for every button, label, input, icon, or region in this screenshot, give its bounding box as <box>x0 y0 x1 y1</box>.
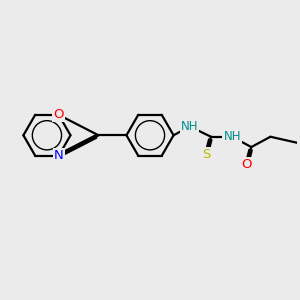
Text: NH: NH <box>224 130 241 143</box>
Text: O: O <box>242 158 252 171</box>
Text: N: N <box>54 149 64 162</box>
Text: S: S <box>202 148 211 161</box>
Text: O: O <box>53 108 64 122</box>
Text: NH: NH <box>181 120 199 133</box>
